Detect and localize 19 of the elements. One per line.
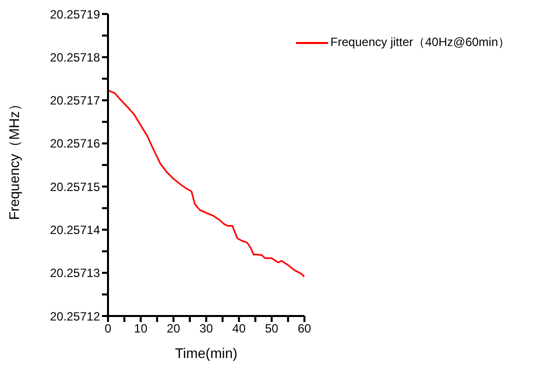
y-tick-label: 20.25714 xyxy=(50,222,100,237)
y-tick-label: 20.25715 xyxy=(50,180,100,194)
x-tick-label: 20 xyxy=(166,322,180,336)
x-tick-label: 30 xyxy=(200,322,214,336)
y-axis-title: Frequency（MHz） xyxy=(6,97,22,220)
y-tick-label: 20.25718 xyxy=(50,50,100,64)
line-series xyxy=(108,90,304,278)
y-tick-label: 20.25717 xyxy=(50,94,100,108)
y-tick-label: 20.25713 xyxy=(50,266,100,280)
y-tick-label: 20.25716 xyxy=(50,136,100,151)
x-tick-label: 50 xyxy=(265,322,279,336)
x-tick-label: 40 xyxy=(232,322,246,336)
x-axis-title: Time(min) xyxy=(174,345,238,361)
y-tick-label: 20.25712 xyxy=(50,309,100,324)
legend-label: Frequency jitter（40Hz@60min） xyxy=(330,34,510,51)
y-tick-label: 20.25719 xyxy=(50,7,100,22)
x-tick-label: 0 xyxy=(104,322,112,336)
x-tick-label: 60 xyxy=(298,322,312,336)
x-tick-label: 10 xyxy=(134,322,148,336)
